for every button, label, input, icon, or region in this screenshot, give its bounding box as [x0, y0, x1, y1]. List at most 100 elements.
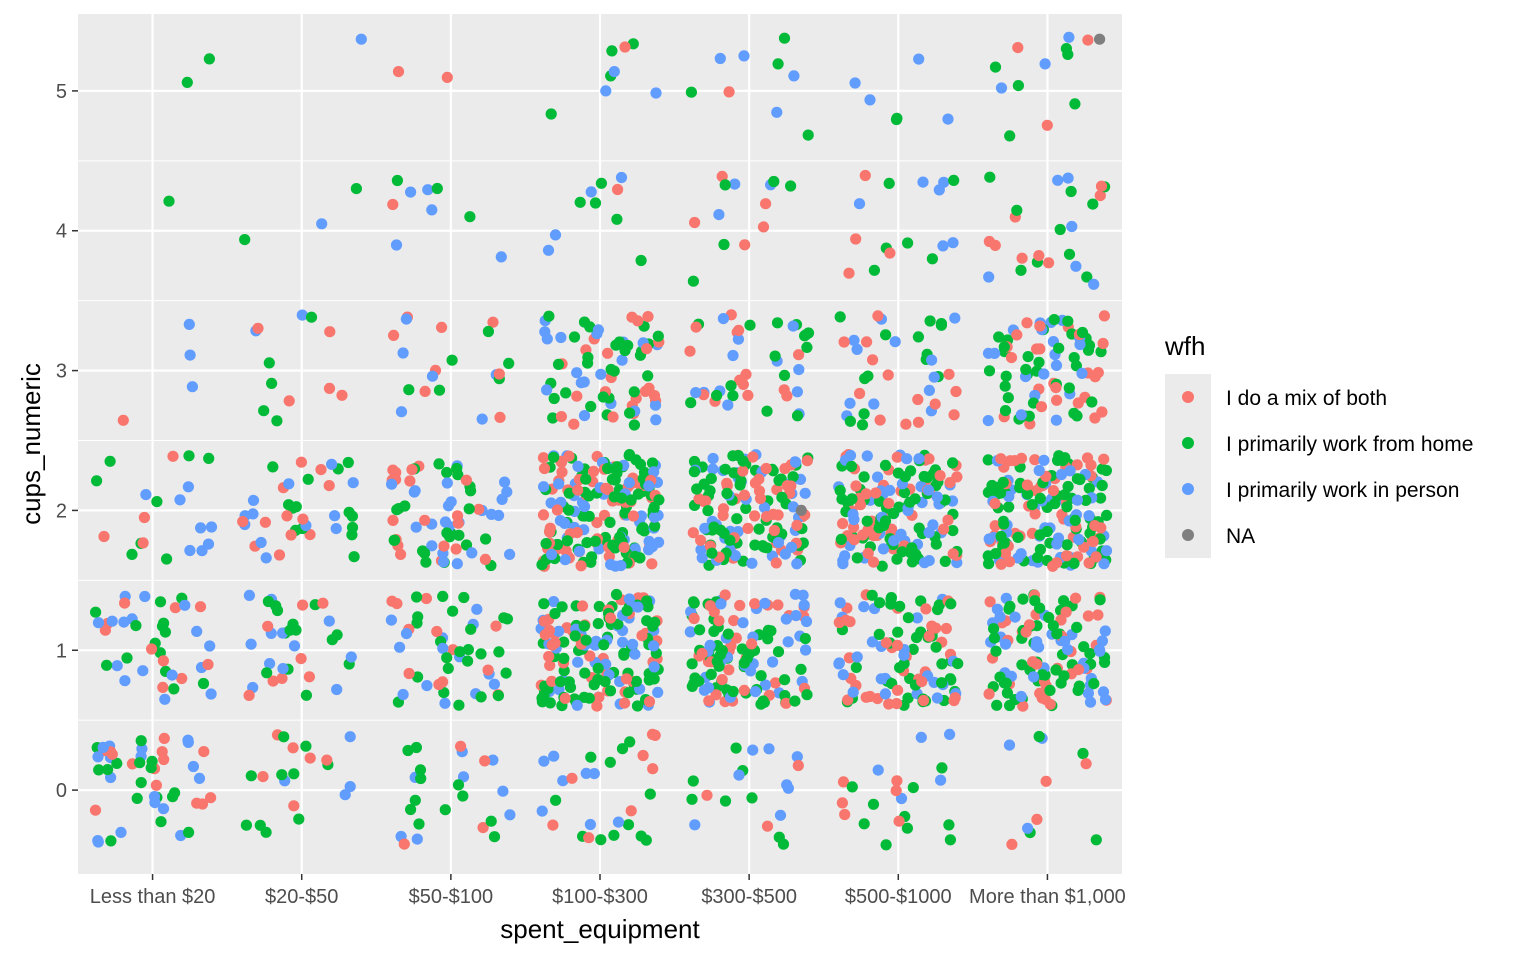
data-point	[304, 752, 316, 764]
data-point	[1062, 172, 1074, 184]
data-point	[856, 419, 869, 431]
data-point	[702, 682, 715, 694]
data-point	[623, 450, 635, 462]
data-point	[844, 415, 857, 427]
data-point	[701, 789, 713, 801]
data-point	[1031, 636, 1043, 648]
data-point	[868, 398, 880, 410]
data-point	[867, 556, 880, 568]
data-point	[1003, 501, 1015, 513]
data-point	[773, 474, 785, 487]
data-point	[879, 459, 892, 471]
data-point	[1090, 551, 1102, 563]
data-point	[884, 484, 896, 496]
data-point	[260, 826, 272, 838]
data-point	[588, 679, 600, 691]
data-point	[939, 555, 951, 568]
data-point	[404, 475, 416, 487]
data-point	[734, 599, 746, 612]
data-point	[421, 680, 433, 692]
data-point	[495, 251, 507, 263]
data-point	[731, 513, 743, 525]
data-point	[880, 329, 892, 341]
data-point	[183, 318, 195, 330]
data-point	[792, 759, 804, 772]
data-point	[891, 451, 903, 463]
data-point	[648, 640, 660, 652]
data-point	[696, 647, 708, 660]
data-point	[452, 517, 464, 529]
data-point	[620, 673, 633, 685]
data-point	[181, 76, 193, 88]
data-point	[948, 409, 960, 421]
data-point	[157, 681, 169, 694]
data-point	[336, 389, 348, 401]
data-point	[1044, 698, 1056, 710]
data-point	[893, 815, 905, 827]
data-point	[907, 643, 919, 656]
data-point	[556, 601, 568, 613]
data-point	[560, 387, 572, 399]
data-point	[578, 410, 591, 422]
data-point	[616, 492, 628, 504]
data-point	[801, 689, 813, 701]
data-point	[689, 216, 701, 229]
data-point	[1087, 198, 1099, 210]
data-point	[97, 741, 109, 754]
data-point	[537, 509, 550, 521]
data-point	[150, 779, 162, 791]
data-point	[737, 555, 749, 567]
data-point	[573, 545, 586, 557]
data-point	[563, 504, 575, 516]
data-point	[584, 321, 596, 333]
data-point	[1021, 317, 1033, 329]
data-point	[1028, 671, 1040, 683]
data-point	[767, 656, 779, 668]
data-point	[983, 558, 995, 570]
data-point	[602, 462, 614, 475]
data-point	[685, 397, 697, 409]
data-point	[800, 644, 812, 656]
data-point	[339, 789, 351, 801]
data-point	[800, 615, 813, 628]
data-point	[1009, 611, 1021, 623]
data-point	[264, 658, 276, 670]
data-point	[406, 464, 418, 476]
data-point	[158, 732, 170, 745]
data-point	[611, 461, 623, 473]
data-point	[787, 471, 799, 483]
data-point	[544, 697, 556, 709]
data-point	[542, 244, 555, 256]
data-point	[991, 603, 1004, 615]
data-point	[135, 777, 147, 789]
data-point	[844, 397, 856, 409]
data-point	[923, 555, 935, 567]
data-point	[403, 384, 415, 396]
data-point	[652, 686, 664, 699]
data-point	[104, 455, 116, 467]
data-point	[780, 697, 792, 709]
data-point	[538, 462, 551, 475]
data-point	[398, 838, 410, 850]
data-point	[628, 419, 641, 431]
data-point	[302, 473, 314, 485]
data-point	[684, 626, 696, 638]
legend-key	[1182, 529, 1194, 541]
data-point	[867, 798, 880, 810]
y-tick-label: 0	[56, 780, 67, 802]
data-point	[630, 675, 643, 688]
data-point	[245, 638, 257, 650]
data-point	[754, 492, 767, 505]
data-point	[117, 414, 129, 426]
data-point	[632, 601, 644, 613]
data-point	[1084, 696, 1097, 708]
data-point	[388, 329, 400, 341]
data-point	[167, 450, 179, 462]
data-point	[628, 386, 640, 398]
data-point	[476, 413, 488, 425]
data-point	[578, 510, 590, 522]
data-point	[891, 639, 904, 651]
data-point	[888, 535, 900, 547]
data-point	[834, 597, 846, 609]
